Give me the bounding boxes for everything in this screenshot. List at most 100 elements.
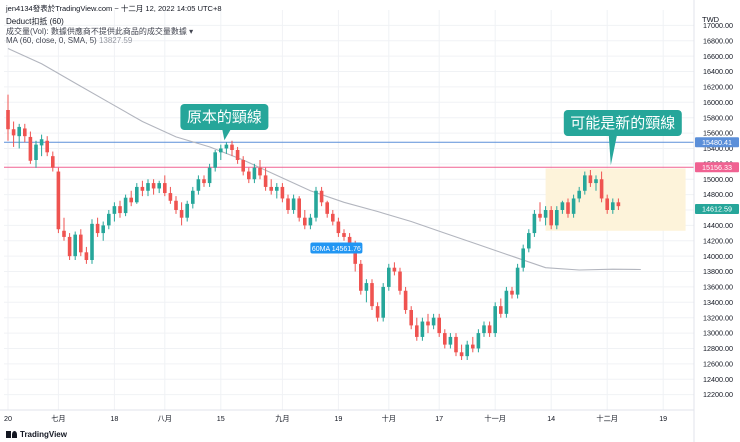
x-tick-label: 14 — [547, 414, 555, 423]
candle — [403, 286, 408, 314]
candle-body — [157, 183, 161, 189]
candle — [252, 163, 257, 184]
candle-body — [549, 210, 553, 226]
candle-body — [28, 136, 33, 161]
x-tick-label: 八月 — [158, 414, 172, 423]
candle — [510, 286, 514, 299]
candle — [263, 167, 268, 191]
candle-body — [314, 190, 318, 218]
candle-body — [370, 283, 374, 307]
candle-body — [364, 283, 369, 291]
candle-body — [359, 263, 363, 291]
candle-body — [319, 190, 324, 203]
candle-body — [521, 248, 525, 268]
ma-legend[interactable]: MA (60, close, 0, SMA, 5) 13827.59 — [6, 36, 132, 45]
candle — [112, 202, 117, 222]
candle-body — [616, 202, 621, 207]
candle-body — [504, 290, 509, 314]
publish-info: jen4134發表於TradingView.com ~ 十二月 12, 2022… — [6, 4, 222, 13]
candle-body — [555, 210, 559, 226]
candle-body — [387, 267, 391, 287]
price-axis[interactable]: 12200.00 12400.00 12600.00 12800.00 13000.00… — [693, 0, 739, 442]
candle-body — [510, 290, 514, 295]
moving-average — [7, 47, 641, 271]
y-tick-label: 14000.00 — [703, 252, 733, 261]
y-tick-label: 14200.00 — [703, 236, 733, 245]
tradingview-brand[interactable]: TradingView — [6, 430, 67, 439]
candle-body — [426, 321, 430, 326]
candle — [90, 219, 94, 264]
candle — [308, 213, 313, 230]
candle — [291, 194, 296, 214]
candle — [303, 210, 307, 230]
candle-body — [499, 306, 503, 314]
candle — [6, 94, 10, 141]
candle — [247, 167, 251, 184]
candle — [448, 333, 453, 349]
candle — [331, 210, 335, 226]
candle — [67, 233, 72, 260]
candle — [51, 151, 55, 172]
candle — [11, 121, 16, 147]
x-tick-label: 七月 — [51, 414, 65, 423]
candle-body — [207, 167, 212, 184]
candle — [504, 286, 509, 318]
candle-body — [56, 171, 61, 230]
candle-body — [331, 213, 335, 222]
candle — [471, 336, 475, 353]
x-tick-label: 十二月 — [596, 414, 618, 423]
candle-body — [409, 310, 413, 326]
y-tick-label: 13400.00 — [703, 298, 733, 307]
candle-body — [538, 213, 542, 218]
candle-body — [465, 344, 469, 357]
candle-body — [84, 252, 89, 260]
price-label-bg — [695, 162, 739, 173]
candle — [174, 196, 178, 214]
candle-body — [51, 156, 55, 168]
candle-body — [163, 183, 167, 194]
candle-body — [146, 183, 150, 191]
y-tick-label: 12800.00 — [703, 344, 733, 353]
candle — [39, 134, 44, 157]
horizontal-lines — [4, 141, 694, 168]
y-tick-label: 13000.00 — [703, 329, 733, 338]
candle-body — [118, 206, 122, 214]
candle-body — [571, 198, 576, 214]
candle-body — [11, 129, 16, 136]
candle — [426, 313, 430, 334]
candle — [499, 298, 503, 318]
last-price-bg — [695, 204, 739, 215]
ma-value-label-bg — [310, 242, 363, 254]
candle-body — [67, 236, 72, 257]
candle — [258, 160, 262, 180]
candle-body — [191, 190, 195, 204]
candle-body — [224, 144, 229, 149]
y-tick-label: 17000.00 — [703, 21, 733, 30]
candle — [549, 206, 553, 230]
symbol-legend[interactable]: Deduct扣抵 (60) — [6, 17, 64, 26]
brand-name: TradingView — [20, 430, 67, 439]
candle-body — [230, 144, 234, 150]
candle — [459, 344, 464, 360]
candle-body — [79, 234, 83, 253]
candle — [207, 163, 212, 187]
candle — [420, 317, 425, 341]
candle — [566, 198, 570, 218]
candle-body — [566, 202, 570, 214]
candle-body — [291, 198, 296, 210]
x-tick-label: 15 — [217, 414, 225, 423]
candle — [235, 146, 240, 164]
time-axis[interactable]: 20 七月 18 八月 15 九月 19 十月 17 十一月 14 十二月 19 — [0, 409, 694, 423]
candle — [577, 186, 581, 203]
candle-body — [286, 198, 290, 210]
candle — [34, 140, 38, 168]
candle — [398, 267, 402, 295]
volume-legend[interactable]: 成交量(Vol): 數據供應商不提供此商品的成交量數據 ▾ — [6, 27, 194, 36]
candle — [482, 321, 486, 337]
candle-body — [219, 148, 223, 153]
x-tick-label: 19 — [334, 414, 342, 423]
candle-body — [443, 333, 447, 345]
x-tick-label: 十月 — [382, 414, 396, 423]
y-tick-label: 16400.00 — [703, 67, 733, 76]
